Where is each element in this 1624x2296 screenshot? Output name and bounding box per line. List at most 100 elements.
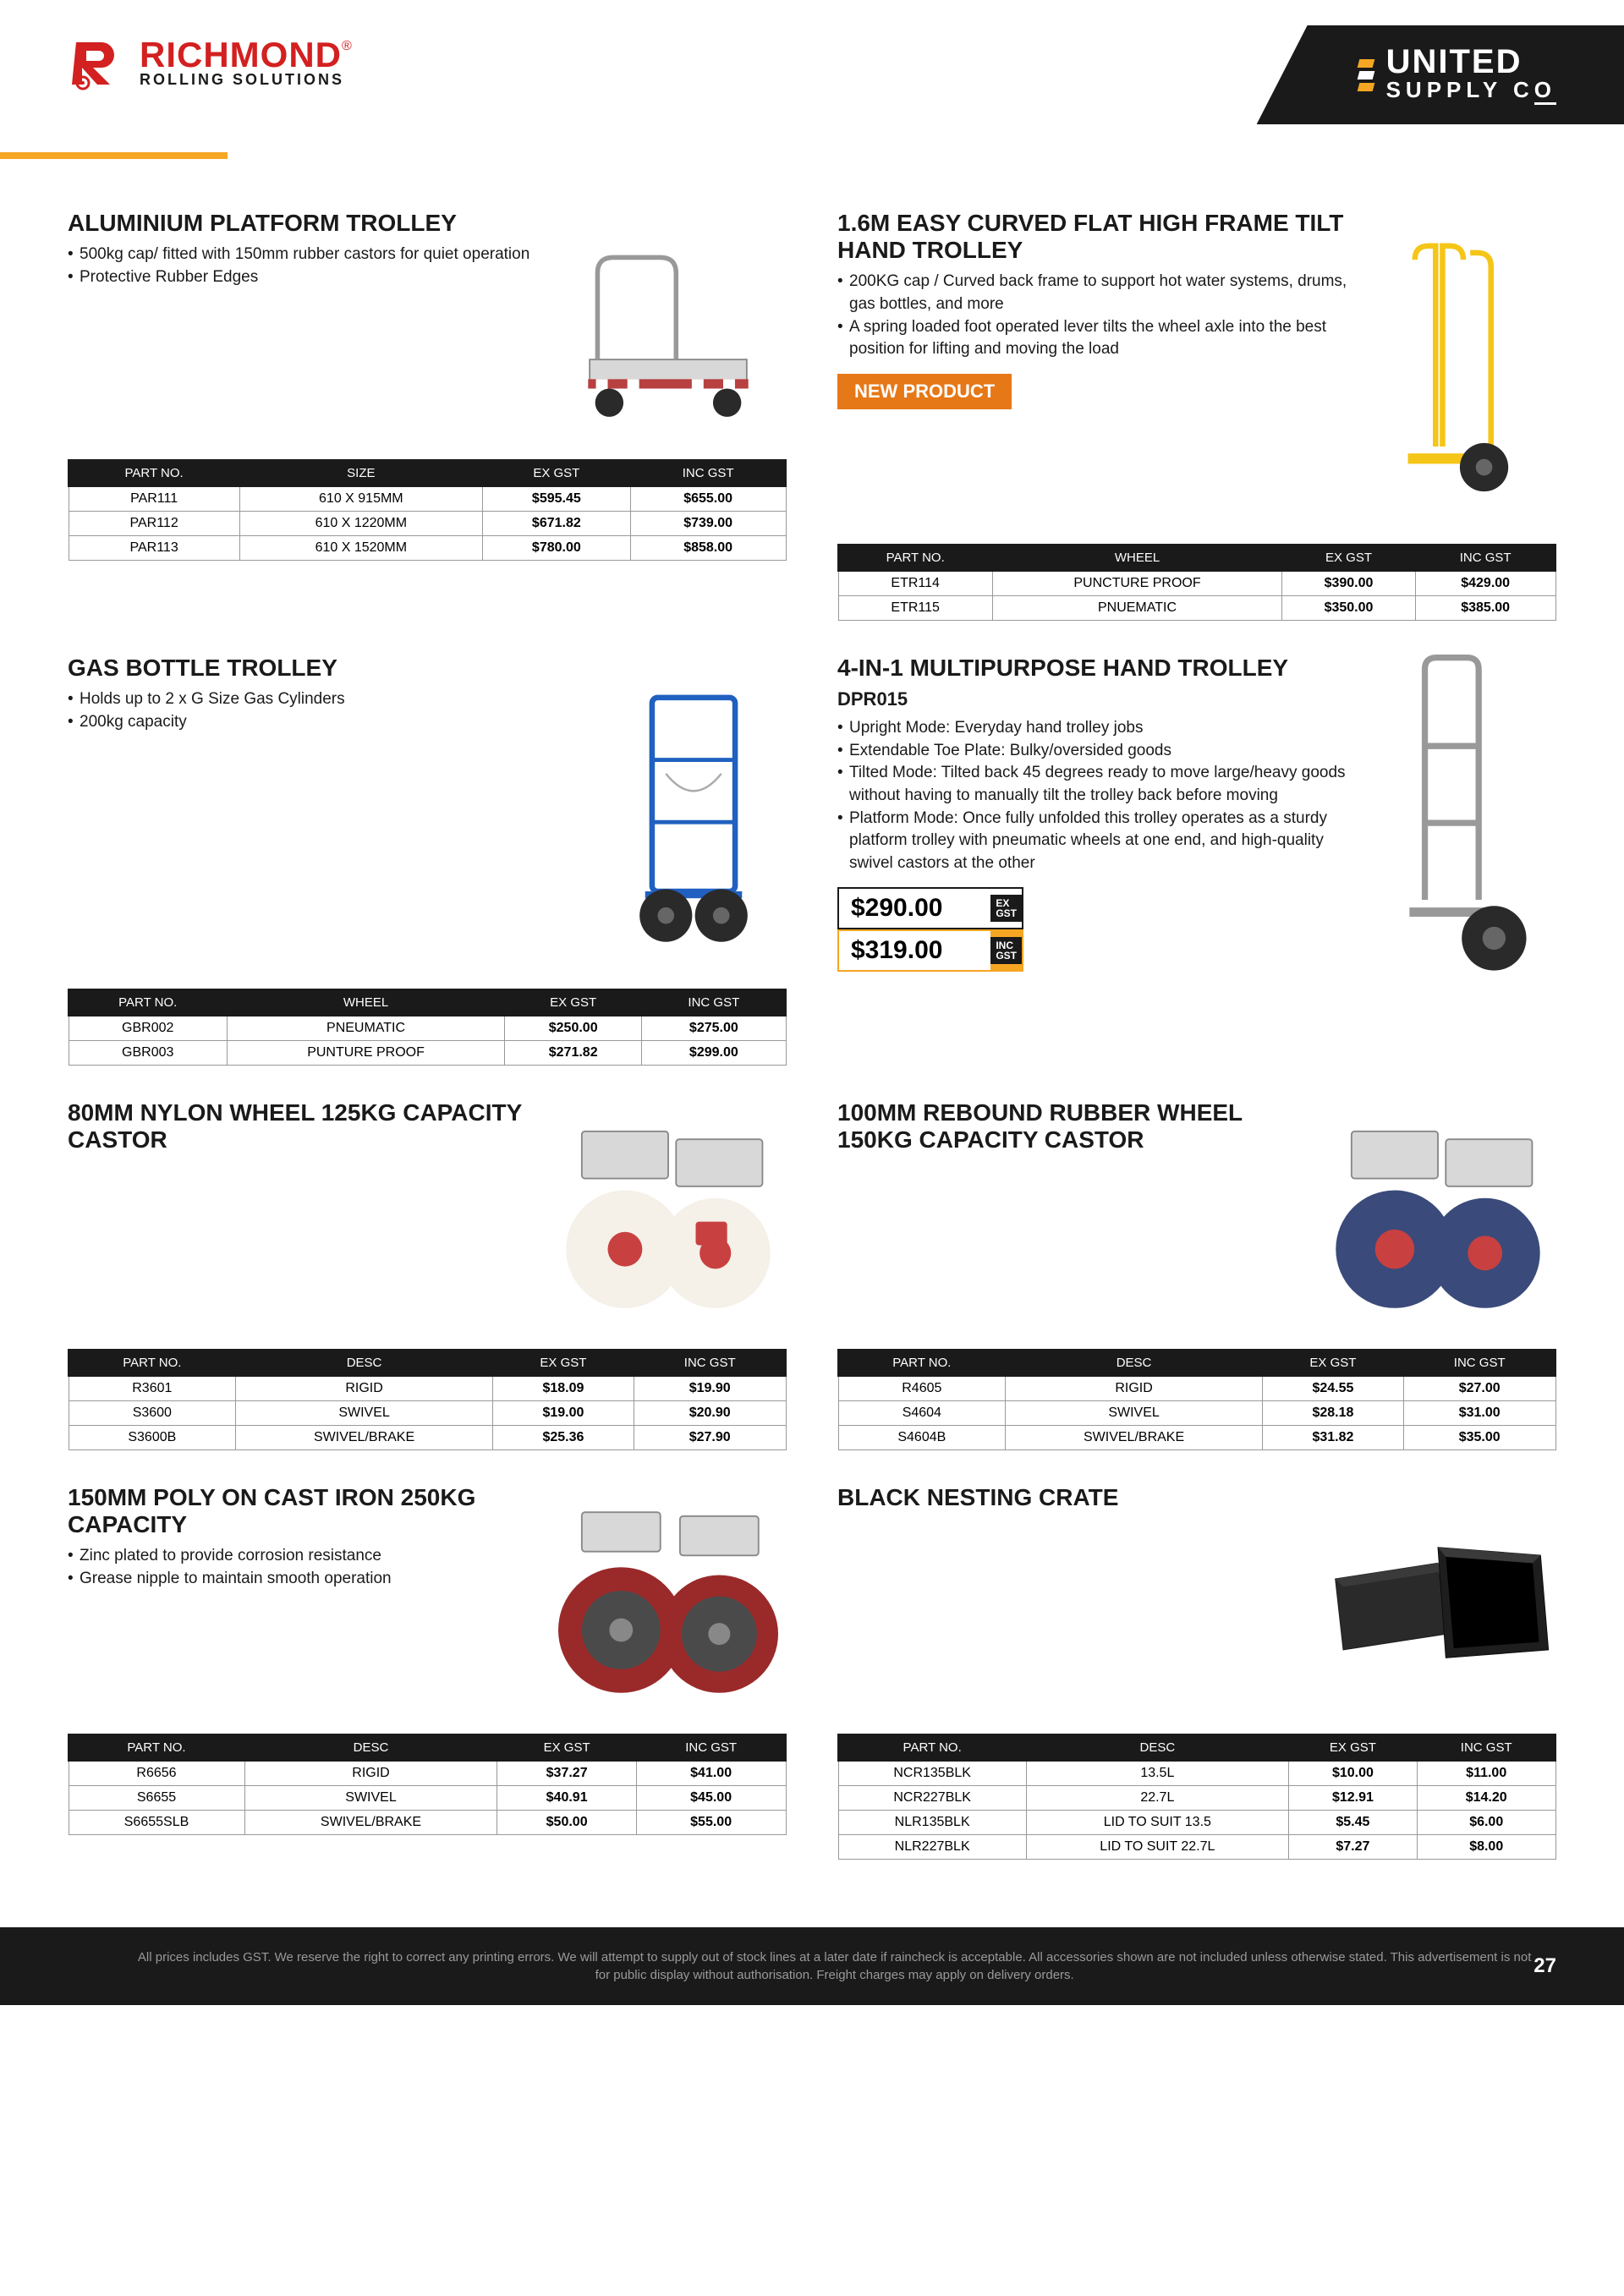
bullet: Platform Mode: Once fully unfolded this … (837, 808, 1353, 875)
product-tilt-hand-trolley: 1.6M EASY CURVED FLAT HIGH FRAME TILT HA… (837, 210, 1556, 621)
product-title: BLACK NESTING CRATE (837, 1484, 1303, 1511)
richmond-r-icon (68, 34, 127, 93)
product-4in1-multipurpose: 4-IN-1 MULTIPURPOSE HAND TROLLEY DPR015 … (837, 655, 1556, 1066)
accent-line (0, 152, 1624, 159)
product-title: 150MM POLY ON CAST IRON 250KG CAPACITY (68, 1484, 533, 1538)
product-bullets: Holds up to 2 x G Size Gas Cylinders 200… (68, 688, 584, 733)
product-80mm-nylon-castor: 80MM NYLON WHEEL 125KG CAPACITY CASTOR (68, 1099, 787, 1450)
table-row: R6656RIGID$37.27$41.00 (69, 1761, 786, 1786)
united-title: UNITED (1386, 47, 1556, 77)
table-header: DESC (236, 1350, 493, 1376)
bullet: Protective Rubber Edges (68, 266, 533, 289)
product-bullets: 200KG cap / Curved back frame to support… (837, 271, 1353, 360)
product-image (1320, 1484, 1556, 1721)
table-header: INC GST (636, 1734, 786, 1761)
bullet: Zinc plated to provide corrosion resista… (68, 1545, 533, 1568)
product-title: GAS BOTTLE TROLLEY (68, 655, 584, 682)
product-title: 80MM NYLON WHEEL 125KG CAPACITY CASTOR (68, 1099, 533, 1153)
table-header: INC GST (642, 989, 786, 1016)
price-table: PART NO. DESC EX GST INC GST NCR135BLK13… (837, 1734, 1556, 1860)
table-header: SIZE (239, 460, 482, 486)
product-grid: ALUMINIUM PLATFORM TROLLEY 500kg cap/ fi… (0, 159, 1624, 1893)
table-row: S6655SWIVEL$40.91$45.00 (69, 1786, 786, 1811)
table-header: INC GST (1417, 1734, 1555, 1761)
table-row: GBR002PNEUMATIC$250.00$275.00 (69, 1016, 786, 1041)
table-row: R3601RIGID$18.09$19.90 (69, 1376, 786, 1401)
table-row: S3600SWIVEL$19.00$20.90 (69, 1401, 786, 1426)
bullet: Extendable Toe Plate: Bulky/oversided go… (837, 740, 1353, 763)
price-table: PART NO. DESC EX GST INC GST R6656RIGID$… (68, 1734, 787, 1835)
table-header: DESC (1006, 1350, 1263, 1376)
table-header: EX GST (1282, 545, 1416, 571)
price-table: PART NO. DESC EX GST INC GST R3601RIGID$… (68, 1349, 787, 1450)
table-header: INC GST (630, 460, 786, 486)
table-row: S4604SWIVEL$28.18$31.00 (838, 1401, 1555, 1426)
product-image (1320, 1099, 1556, 1336)
table-header: INC GST (634, 1350, 786, 1376)
bullet: A spring loaded foot operated lever tilt… (837, 316, 1353, 361)
product-image (601, 655, 787, 976)
table-row: R4605RIGID$24.55$27.00 (838, 1376, 1555, 1401)
product-bullets: Zinc plated to provide corrosion resista… (68, 1545, 533, 1590)
table-row: NCR135BLK13.5L$10.00$11.00 (838, 1761, 1555, 1786)
price-ex-gst: $290.00 EXGST (837, 887, 1023, 929)
price-table: PART NO. DESC EX GST INC GST R4605RIGID$… (837, 1349, 1556, 1450)
table-row: S6655SLBSWIVEL/BRAKE$50.00$55.00 (69, 1811, 786, 1835)
table-header: DESC (1026, 1734, 1288, 1761)
table-header: PART NO. (69, 1734, 244, 1761)
table-header: WHEEL (992, 545, 1281, 571)
page-footer: All prices includes GST. We reserve the … (0, 1927, 1624, 2005)
table-row: ETR114PUNCTURE PROOF$390.00$429.00 (838, 571, 1555, 596)
price-table: PART NO. SIZE EX GST INC GST PAR111610 X… (68, 459, 787, 561)
table-header: PART NO. (838, 1350, 1006, 1376)
product-bullets: Upright Mode: Everyday hand trolley jobs… (837, 717, 1353, 874)
bullet: Tilted Mode: Tilted back 45 degrees read… (837, 762, 1353, 807)
table-header: EX GST (497, 1734, 636, 1761)
table-header: INC GST (1415, 545, 1555, 571)
table-header: PART NO. (69, 989, 227, 1016)
product-subtitle: DPR015 (837, 688, 1353, 710)
product-150mm-poly-castor: 150MM POLY ON CAST IRON 250KG CAPACITY Z… (68, 1484, 787, 1860)
bullet: Upright Mode: Everyday hand trolley jobs (837, 717, 1353, 740)
united-bars-icon (1358, 59, 1374, 91)
table-header: PART NO. (838, 1734, 1026, 1761)
price-inc-gst: $319.00 INCGST (837, 929, 1023, 972)
table-row: NCR227BLK22.7L$12.91$14.20 (838, 1786, 1555, 1811)
product-bullets: 500kg cap/ fitted with 150mm rubber cast… (68, 244, 533, 288)
bullet: Holds up to 2 x G Size Gas Cylinders (68, 688, 584, 711)
table-row: S3600BSWIVEL/BRAKE$25.36$27.90 (69, 1426, 786, 1450)
product-title: 100MM REBOUND RUBBER WHEEL 150KG CAPACIT… (837, 1099, 1303, 1153)
product-title: 4-IN-1 MULTIPURPOSE HAND TROLLEY (837, 655, 1353, 682)
united-logo: UNITED SUPPLY CO (1257, 25, 1624, 124)
product-title: ALUMINIUM PLATFORM TROLLEY (68, 210, 533, 237)
table-header: DESC (244, 1734, 497, 1761)
table-header: PART NO. (838, 545, 992, 571)
table-row: NLR227BLKLID TO SUIT 22.7L$7.27$8.00 (838, 1835, 1555, 1860)
price-table: PART NO. WHEEL EX GST INC GST ETR114PUNC… (837, 544, 1556, 621)
product-black-nesting-crate: BLACK NESTING CRATE PART NO. DESC (837, 1484, 1556, 1860)
bullet: 200KG cap / Curved back frame to support… (837, 271, 1353, 315)
table-header: EX GST (482, 460, 630, 486)
price-table: PART NO. WHEEL EX GST INC GST GBR002PNEU… (68, 989, 787, 1066)
footer-disclaimer: All prices includes GST. We reserve the … (135, 1948, 1533, 1984)
richmond-title: RICHMOND (140, 35, 342, 74)
table-row: GBR003PUNTURE PROOF$271.82$299.00 (69, 1041, 786, 1066)
table-row: PAR113610 X 1520MM$780.00$858.00 (69, 536, 786, 561)
product-100mm-rebound-castor: 100MM REBOUND RUBBER WHEEL 150KG CAPACIT… (837, 1099, 1556, 1450)
product-image (550, 210, 787, 447)
table-header: EX GST (1262, 1350, 1403, 1376)
table-header: WHEEL (227, 989, 504, 1016)
price-box-group: $290.00 EXGST $319.00 INCGST (837, 887, 1023, 972)
product-image (550, 1099, 787, 1336)
bullet: Grease nipple to maintain smooth operati… (68, 1568, 533, 1591)
product-gas-bottle-trolley: GAS BOTTLE TROLLEY Holds up to 2 x G Siz… (68, 655, 787, 1066)
table-row: ETR115PNUEMATIC$350.00$385.00 (838, 596, 1555, 621)
table-row: S4604BSWIVEL/BRAKE$31.82$35.00 (838, 1426, 1555, 1450)
new-product-badge: NEW PRODUCT (837, 374, 1012, 409)
table-header: EX GST (492, 1350, 634, 1376)
product-image (550, 1484, 787, 1721)
bullet: 200kg capacity (68, 711, 584, 734)
united-subtitle: SUPPLY CO (1386, 77, 1556, 103)
footer-page-number: 27 (1533, 1954, 1556, 1978)
richmond-subtitle: ROLLING SOLUTIONS (140, 71, 352, 89)
